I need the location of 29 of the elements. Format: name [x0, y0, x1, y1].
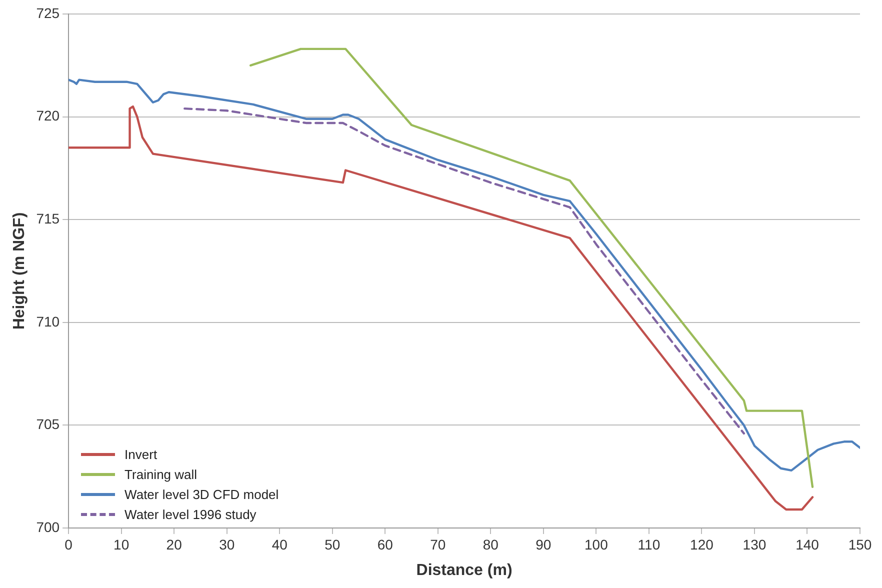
y-tick-label: 715 [36, 210, 60, 226]
x-tick-label: 150 [848, 536, 872, 552]
y-tick-label: 705 [36, 416, 60, 432]
x-tick-label: 10 [114, 536, 130, 552]
y-axis-title: Height (m NGF) [11, 212, 28, 330]
x-tick-label: 80 [482, 536, 499, 552]
x-tick-label: 30 [219, 536, 235, 552]
legend-label: Water level 1996 study [124, 506, 256, 522]
x-tick-label: 140 [796, 536, 820, 552]
x-tick-label: 90 [536, 536, 552, 552]
x-tick-label: 120 [690, 536, 714, 552]
x-tick-label: 0 [64, 536, 73, 552]
x-tick-label: 60 [377, 536, 394, 552]
y-tick-label: 710 [36, 313, 60, 330]
x-tick-label: 70 [430, 536, 446, 552]
x-tick-label: 130 [742, 536, 766, 552]
x-tick-label: 50 [324, 536, 340, 552]
legend-label: Invert [124, 446, 158, 462]
x-axis-title: Distance (m) [416, 562, 512, 579]
x-tick-label: 100 [584, 536, 608, 552]
y-tick-label: 720 [36, 108, 60, 124]
y-tick-label: 700 [36, 518, 60, 535]
x-tick-label: 40 [272, 536, 288, 552]
legend-label: Training wall [124, 466, 198, 482]
line-series [184, 107, 746, 435]
y-tick-label: 725 [36, 4, 60, 21]
x-tick-label: 110 [638, 536, 660, 552]
x-tick-label: 20 [166, 536, 182, 552]
legend-label: Water level 3D CFD model [124, 486, 279, 502]
